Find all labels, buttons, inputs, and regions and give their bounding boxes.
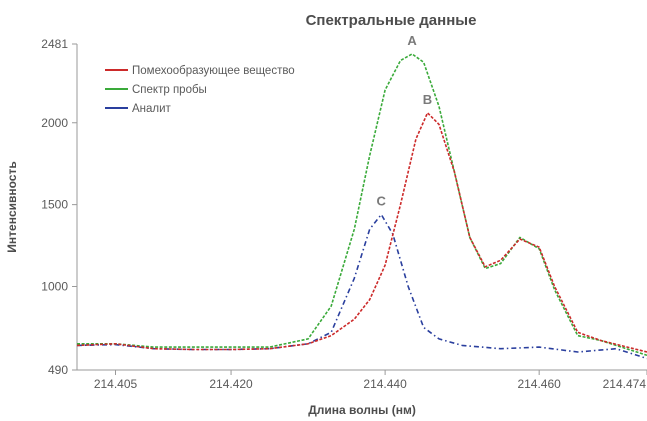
- x-tick-label: 214.420: [209, 377, 253, 391]
- series-line-1: [77, 53, 647, 357]
- peak-label: B: [423, 92, 432, 107]
- peak-label: A: [407, 33, 417, 48]
- series-line-0: [76, 112, 647, 353]
- y-axis-title: Интенсивность: [5, 161, 19, 252]
- legend: Помехообразующее вещество Спектр пробы Ана…: [105, 65, 295, 115]
- y-tick-label: 2000: [41, 116, 68, 130]
- y-tick-label: 1500: [41, 198, 68, 212]
- y-tick-label: 2481: [41, 37, 68, 51]
- legend-label: Помехообразующее вещество: [132, 65, 295, 77]
- annotation-layer: A B C: [377, 33, 433, 208]
- x-tick-label: 214.474: [603, 377, 647, 391]
- series-layer: [76, 53, 647, 360]
- y-axis-ticks: 490 1000 1500 2000 2481: [41, 37, 77, 377]
- series-line-2: [76, 213, 647, 360]
- legend-label: Аналит: [132, 103, 172, 115]
- y-tick-label: 490: [48, 363, 68, 377]
- x-axis-ticks: 214.405 214.420 214.440 214.460 214.474: [94, 370, 647, 391]
- x-tick-label: 214.440: [363, 377, 407, 391]
- x-tick-label: 214.405: [94, 377, 138, 391]
- y-tick-label: 1000: [41, 279, 68, 293]
- chart-title: Спектральные данные: [306, 12, 477, 29]
- x-axis-title: Длина волны (нм): [308, 403, 416, 417]
- legend-label: Спектр пробы: [132, 84, 207, 96]
- x-tick-label: 214.460: [517, 377, 561, 391]
- peak-label: C: [377, 193, 387, 208]
